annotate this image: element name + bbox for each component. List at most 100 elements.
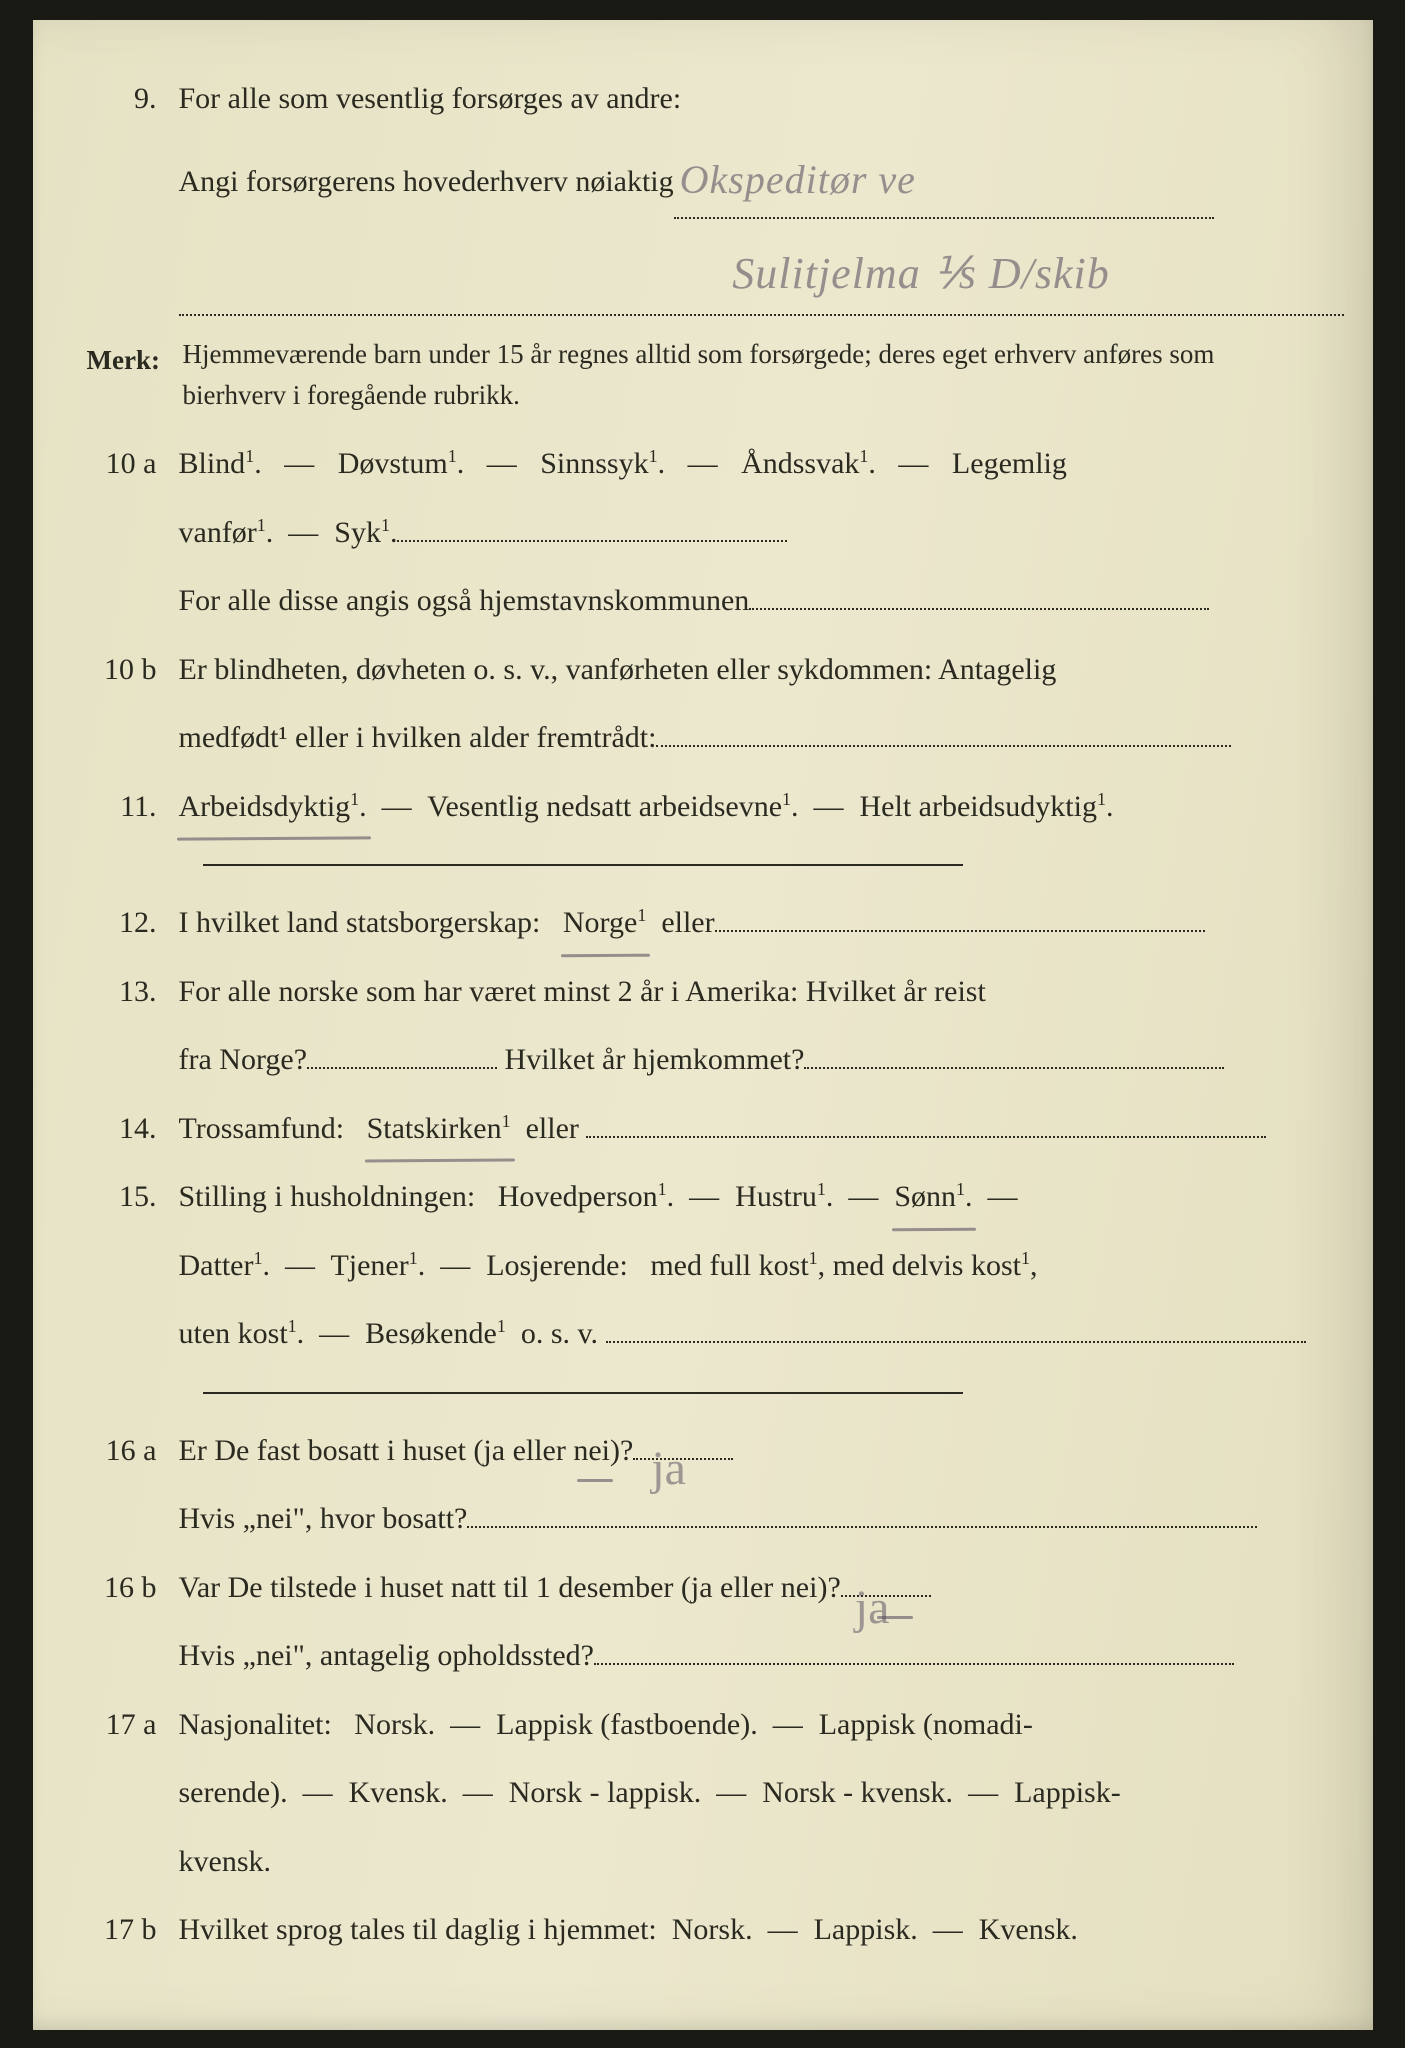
q9-handwritten2: Sulitjelma ⅟s D/skib bbox=[732, 249, 1109, 298]
q15-opt2: Hustru1. bbox=[735, 1180, 833, 1213]
q17a-opt5: Norsk - lappisk. bbox=[509, 1776, 701, 1809]
q10a-opt1: Blind1. bbox=[179, 447, 262, 480]
q17a-opt7b: kvensk. bbox=[179, 1845, 272, 1878]
q17a-prefix: Nasjonalitet: bbox=[179, 1708, 332, 1741]
q17a-opt1: Norsk. bbox=[354, 1708, 435, 1741]
q17a-opt3a: Lappisk (nomadi- bbox=[819, 1708, 1033, 1741]
q17a-opt4: Kvensk. bbox=[349, 1776, 448, 1809]
q12: 12. I hvilket land statsborgerskap: Norg… bbox=[83, 894, 1323, 953]
q15-line3: uten kost1. — Besøkende1 o. s. v. bbox=[83, 1305, 1323, 1364]
q17b-opt2: Lappisk. bbox=[814, 1913, 918, 1946]
q16b-answer: ja bbox=[855, 1561, 890, 1655]
q14-suffix: eller bbox=[526, 1112, 579, 1145]
q14-prefix: Trossamfund: bbox=[179, 1112, 345, 1145]
q17a-opt3b: serende). bbox=[179, 1776, 288, 1809]
q12-number: 12. bbox=[83, 894, 179, 953]
q12-prefix: I hvilket land statsborgerskap: bbox=[179, 906, 541, 939]
q9-number: 9. bbox=[83, 70, 179, 129]
q11-number: 11. bbox=[83, 778, 179, 837]
q10a-opt2: Døvstum1. bbox=[338, 447, 465, 480]
q16a-ja-underline bbox=[577, 1479, 613, 1482]
q10b-number: 10 b bbox=[83, 641, 179, 700]
q10a-line1: 10 a Blind1. — Døvstum1. — Sinnssyk1. — … bbox=[83, 435, 1323, 494]
q16b-line2: Hvis „nei", antagelig opholdssted? bbox=[83, 1627, 1323, 1686]
q16a-line1: 16 a Er De fast bosatt i huset (ja eller… bbox=[83, 1422, 1323, 1481]
merk-label: Merk: bbox=[83, 334, 183, 387]
q17a-line1: 17 a Nasjonalitet: Norsk. — Lappisk (fas… bbox=[83, 1696, 1323, 1755]
q10a-opt3: Sinnssyk1. bbox=[540, 447, 665, 480]
q14: 14. Trossamfund: Statskirken1 eller bbox=[83, 1100, 1323, 1159]
q17b-opt3: Kvensk. bbox=[979, 1913, 1078, 1946]
merk-row: Merk: Hjemmeværende barn under 15 år reg… bbox=[83, 334, 1323, 415]
q15-opt6: Besøkende1 bbox=[365, 1317, 506, 1350]
q17b-opt1: Norsk. bbox=[672, 1913, 753, 1946]
q9-line1: 9. For alle som vesentlig forsørges av a… bbox=[83, 70, 1323, 129]
census-form-page: 9. For alle som vesentlig forsørges av a… bbox=[33, 20, 1373, 2030]
q16a-answer: ja bbox=[651, 1422, 686, 1516]
q10a-opt5: Legemlig bbox=[952, 447, 1067, 480]
q11-opt2: Vesentlig nedsatt arbeidsevne1. bbox=[427, 790, 798, 823]
q15-opt5: Tjener1. bbox=[330, 1249, 425, 1282]
q16a-text: Er De fast bosatt i huset (ja eller nei)… bbox=[179, 1434, 634, 1467]
q16b-line1: 16 b Var De tilstede i huset natt til 1 … bbox=[83, 1559, 1323, 1618]
q15-losj-label: Losjerende: bbox=[486, 1249, 628, 1282]
q11-opt3: Helt arbeidsudyktig1. bbox=[860, 790, 1114, 823]
q15-line2: Datter1. — Tjener1. — Losjerende: med fu… bbox=[83, 1237, 1323, 1296]
q10b-line2: medfødt¹ eller i hvilken alder fremtrådt… bbox=[83, 709, 1323, 768]
q10b-line1: 10 b Er blindheten, døvheten o. s. v., v… bbox=[83, 641, 1323, 700]
q16a-text2: Hvis „nei", hvor bosatt? bbox=[179, 1502, 468, 1535]
q10a-opt7: Syk1. bbox=[334, 516, 397, 549]
q10a-opt6: vanfør1. bbox=[179, 516, 274, 549]
q13-line1: 13. For alle norske som har været minst … bbox=[83, 963, 1323, 1022]
separator-1 bbox=[203, 864, 963, 866]
q15-osv: o. s. v. bbox=[521, 1317, 598, 1350]
q16b-ja-underline bbox=[877, 1616, 913, 1619]
q9-text1: For alle som vesentlig forsørges av andr… bbox=[179, 70, 1323, 129]
q10a-line2: vanfør1. — Syk1. bbox=[83, 504, 1323, 563]
q15-losj2: med delvis kost1, bbox=[833, 1249, 1038, 1282]
q15-line1: 15. Stilling i husholdningen: Hovedperso… bbox=[83, 1168, 1323, 1227]
q13-number: 13. bbox=[83, 963, 179, 1022]
q10a-text3: For alle disse angis også hjemstavnskomm… bbox=[179, 584, 750, 617]
q16b-number: 16 b bbox=[83, 1559, 179, 1618]
q9-text2: Angi forsørgerens hovederhverv nøiaktig bbox=[179, 165, 674, 198]
q12-answer-underlined: Norge1 bbox=[563, 894, 646, 953]
q17a-opt2: Lappisk (fastboende). bbox=[496, 1708, 758, 1741]
q10b-text1: Er blindheten, døvheten o. s. v., vanfør… bbox=[179, 641, 1323, 700]
q15-opt4: Datter1. bbox=[179, 1249, 270, 1282]
q17a-line3: kvensk. bbox=[83, 1833, 1323, 1892]
q10a-line3: For alle disse angis også hjemstavnskomm… bbox=[83, 572, 1323, 631]
q14-number: 14. bbox=[83, 1100, 179, 1159]
q10a-opt4: Åndssvak1. bbox=[741, 447, 876, 480]
q13-text2a: fra Norge? bbox=[179, 1043, 308, 1076]
q15-number: 15. bbox=[83, 1168, 179, 1227]
q17b-prefix: Hvilket sprog tales til daglig i hjemmet… bbox=[179, 1913, 657, 1946]
q9-handwritten1: Okspeditør ve bbox=[680, 157, 916, 202]
q15-opt3-underlined: Sønn1. bbox=[894, 1168, 972, 1227]
q13-line2: fra Norge? Hvilket år hjemkommet? bbox=[83, 1031, 1323, 1090]
q14-answer-underlined: Statskirken1 bbox=[367, 1100, 511, 1159]
q17a-number: 17 a bbox=[83, 1696, 179, 1755]
separator-2 bbox=[203, 1392, 963, 1394]
q17b-number: 17 b bbox=[83, 1901, 179, 1960]
q12-suffix: eller bbox=[661, 906, 714, 939]
q9-line2: Angi forsørgerens hovederhverv nøiaktig … bbox=[83, 139, 1323, 219]
q15-opt1: Hovedperson1. bbox=[498, 1180, 674, 1213]
q17a-opt6: Norsk - kvensk. bbox=[762, 1776, 953, 1809]
q15-losj3: uten kost1. bbox=[179, 1317, 305, 1350]
q16a-line2: Hvis „nei", hvor bosatt? bbox=[83, 1490, 1323, 1549]
merk-text: Hjemmeværende barn under 15 år regnes al… bbox=[183, 334, 1323, 415]
q16a-number: 16 a bbox=[83, 1422, 179, 1481]
q16b-text: Var De tilstede i huset natt til 1 desem… bbox=[179, 1571, 841, 1604]
q13-text2b: Hvilket år hjemkommet? bbox=[505, 1043, 805, 1076]
q11: 11. Arbeidsdyktig1. — Vesentlig nedsatt … bbox=[83, 778, 1323, 837]
q17b: 17 b Hvilket sprog tales til daglig i hj… bbox=[83, 1901, 1323, 1960]
q17a-opt7a: Lappisk- bbox=[1014, 1776, 1121, 1809]
q13-text1: For alle norske som har været minst 2 år… bbox=[179, 963, 1323, 1022]
q15-losj1: med full kost1, bbox=[650, 1249, 825, 1282]
q15-prefix: Stilling i husholdningen: bbox=[179, 1180, 476, 1213]
q17a-line2: serende). — Kvensk. — Norsk - lappisk. —… bbox=[83, 1764, 1323, 1823]
q11-opt1-underlined: Arbeidsdyktig1. bbox=[179, 778, 367, 837]
q10b-text2: medfødt¹ eller i hvilken alder fremtrådt… bbox=[179, 721, 657, 754]
q10a-number: 10 a bbox=[83, 435, 179, 494]
